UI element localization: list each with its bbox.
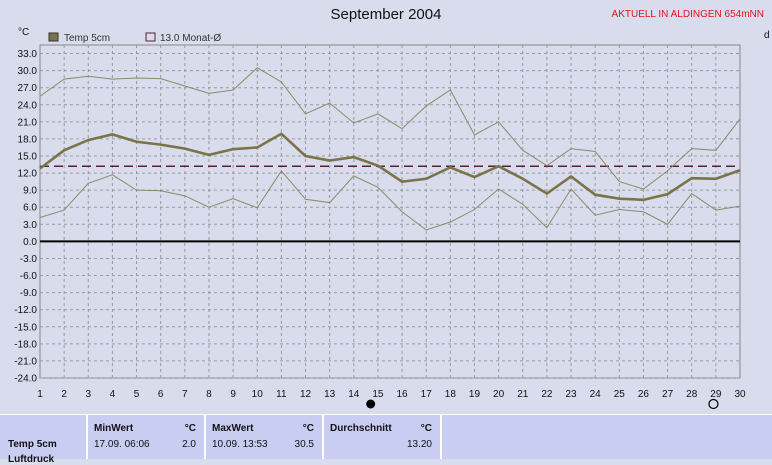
x-tick-label: 2 — [61, 389, 67, 400]
x-tick-label: 21 — [517, 389, 529, 400]
max-date: 10.09. 13:53 — [212, 439, 268, 450]
x-tick-label: 13 — [324, 389, 336, 400]
y-tick-label: 18.0 — [18, 134, 38, 145]
x-tick-label: 12 — [300, 389, 312, 400]
station-label: AKTUELL IN ALDINGEN 654mNN — [611, 9, 764, 20]
x-tick-label: 22 — [541, 389, 553, 400]
y-tick-label: 9.0 — [23, 186, 37, 197]
min-value: 2.0 — [182, 439, 196, 450]
x-tick-label: 1 — [37, 389, 43, 400]
x-tick-label: 25 — [614, 389, 626, 400]
x-tick-label: 20 — [493, 389, 505, 400]
x-tick-label: 5 — [134, 389, 140, 400]
legend: Temp 5cm 13.0 Monat-Ø — [48, 32, 221, 44]
x-tick-label: 9 — [230, 389, 236, 400]
x-tick-label: 14 — [348, 389, 360, 400]
x-tick-label: 27 — [662, 389, 674, 400]
avg-unit: °C — [420, 423, 432, 434]
y-tick-label: -9.0 — [20, 288, 38, 299]
y-tick-label: 33.0 — [18, 49, 38, 60]
min-unit: °C — [184, 423, 196, 434]
x-tick-label: 16 — [397, 389, 409, 400]
max-title: MaxWert — [212, 423, 254, 434]
series-min — [39, 169, 741, 231]
y-tick-label: -3.0 — [20, 254, 38, 265]
y-tick-label: -21.0 — [14, 356, 37, 367]
x-tick-label: 15 — [372, 389, 384, 400]
y-tick-label: 3.0 — [23, 220, 37, 231]
y-tick-label: 21.0 — [18, 117, 38, 128]
legend-label-average: 13.0 Monat-Ø — [160, 33, 221, 44]
right-axis-unit: d — [764, 30, 770, 41]
y-tick-label: -24.0 — [14, 374, 37, 385]
x-tick-label: 26 — [638, 389, 650, 400]
stats-row-label-2: Luftdruck — [8, 454, 55, 465]
y-tick-label: -12.0 — [14, 305, 37, 316]
y-tick-label: -18.0 — [14, 339, 37, 350]
empty-box — [442, 415, 762, 459]
min-title: MinWert — [94, 423, 134, 434]
series-max — [39, 67, 741, 190]
x-tick-label: 10 — [252, 389, 264, 400]
x-tick-label: 19 — [469, 389, 481, 400]
y-tick-label: 30.0 — [18, 66, 38, 77]
avg-value: 13.20 — [406, 439, 432, 450]
x-tick-label: 17 — [421, 389, 433, 400]
chart-title: September 2004 — [330, 6, 442, 23]
series-layer — [39, 67, 741, 243]
y-tick-label: 12.0 — [18, 169, 38, 180]
min-date: 17.09. 06:06 — [94, 439, 150, 450]
max-unit: °C — [302, 423, 314, 434]
full-moon-icon — [366, 399, 376, 409]
series-temp-5cm — [39, 132, 741, 202]
y-tick-label: -15.0 — [14, 322, 37, 333]
new-moon-icon — [708, 398, 719, 410]
legend-label-temp: Temp 5cm — [64, 33, 110, 44]
x-tick-label: 18 — [445, 389, 457, 400]
avg-title: Durchschnitt — [330, 423, 392, 434]
plot-border — [39, 44, 741, 379]
x-tick-label: 3 — [85, 389, 91, 400]
avg-box: Durchschnitt °C 13.20 — [324, 415, 442, 459]
x-tick-label: 28 — [686, 389, 698, 400]
min-box: MinWert °C 17.09. 06:06 2.0 — [88, 415, 206, 459]
y-tick-label: -6.0 — [20, 271, 38, 282]
stats-row-label-box: Temp 5cm Luftdruck — [0, 415, 88, 465]
x-tick-label: 11 — [276, 389, 287, 400]
y-tick-label: 6.0 — [23, 203, 37, 214]
moon-phases — [366, 398, 719, 410]
x-tick-label: 29 — [710, 389, 722, 400]
y-tick-label: 0.0 — [23, 237, 37, 248]
x-tick-label: 8 — [206, 389, 212, 400]
y-tick-label: 27.0 — [18, 83, 38, 94]
hollow-square-icon — [145, 32, 156, 42]
stats-row-label: Temp 5cm — [8, 439, 57, 450]
x-tick-label: 23 — [565, 389, 577, 400]
x-tick-label: 7 — [182, 389, 188, 400]
y-tick-label: 15.0 — [18, 152, 38, 163]
temperature-chart: Temp 5cm 13.0 Monat-Ø 33.030.027.024.021.… — [14, 32, 746, 410]
filled-square-icon — [48, 32, 59, 42]
x-tick-label: 4 — [110, 389, 116, 400]
x-tick-labels: 1 2 3 4 5 6 7 8 9 10 11 12 13 14 15 16 17 18 19 20 21 22 23 24 2… — [37, 389, 746, 400]
grid — [39, 44, 741, 379]
x-tick-label: 30 — [734, 389, 746, 400]
x-tick-label: 6 — [158, 389, 164, 400]
y-tick-label: 24.0 — [18, 100, 38, 111]
x-tick-label: 24 — [590, 389, 602, 400]
y-tick-labels: 33.0 30.0 27.0 24.0 21.0 18.0 15.0 12.0 9.0 6.0 3.… — [14, 49, 37, 384]
max-box: MaxWert °C 10.09. 13:53 30.5 — [206, 415, 324, 459]
stats-panel: Temp 5cm Luftdruck MinWert °C 17.09. 06:… — [0, 414, 772, 465]
max-value: 30.5 — [294, 439, 314, 450]
y-axis-unit: °C — [18, 27, 30, 38]
